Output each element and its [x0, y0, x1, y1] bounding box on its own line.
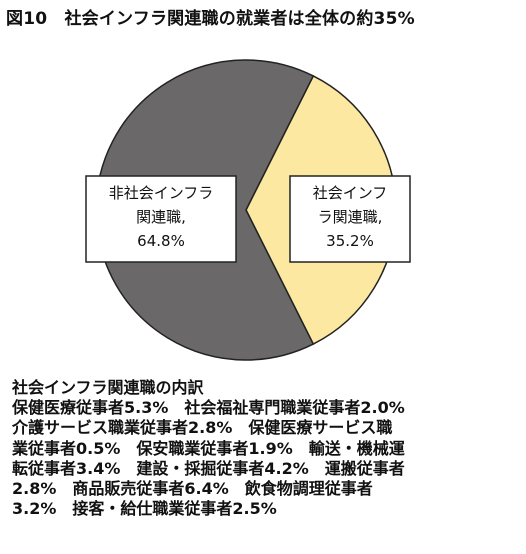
breakdown-line: 業従事者0.5% 保安職業従事者1.9% 輸送・機械運: [12, 438, 405, 458]
label-line: 非社会インフラ: [109, 184, 214, 202]
data-label-social-infra: 社会インフ ラ関連職, 35.2%: [289, 175, 411, 263]
label-line: ラ関連職,: [318, 208, 383, 226]
pie-chart: 非社会インフラ 関連職, 64.8% 社会インフ ラ関連職, 35.2%: [85, 59, 411, 361]
label-line: 関連職,: [136, 208, 186, 226]
breakdown-note: 社会インフラ関連職の内訳 保健医療従事者5.3% 社会福祉専門職業従事者2.0%…: [12, 378, 518, 519]
chart-title: 図10 社会インフラ関連職の就業者は全体の約35%: [6, 9, 415, 29]
label-value: 35.2%: [326, 232, 374, 250]
data-label-non-social-infra: 非社会インフラ 関連職, 64.8%: [85, 175, 237, 263]
label-value: 64.8%: [137, 232, 185, 250]
breakdown-line: 介護サービス職業従事者2.8% 保健医療サービス職: [12, 418, 393, 438]
breakdown-line: 保健医療従事者5.3% 社会福祉専門職業従事者2.0%: [12, 398, 405, 418]
breakdown-line: 転従事者3.4% 建設・採掘従事者4.2% 運搬従事者: [12, 458, 405, 478]
breakdown-heading: 社会インフラ関連職の内訳: [12, 378, 204, 397]
breakdown-line: 3.2% 接客・給仕職業従事者2.5%: [12, 499, 277, 519]
breakdown-line: 2.8% 商品販売従事者6.4% 飲食物調理従事者: [12, 479, 373, 499]
label-line: 社会インフ: [313, 184, 388, 202]
